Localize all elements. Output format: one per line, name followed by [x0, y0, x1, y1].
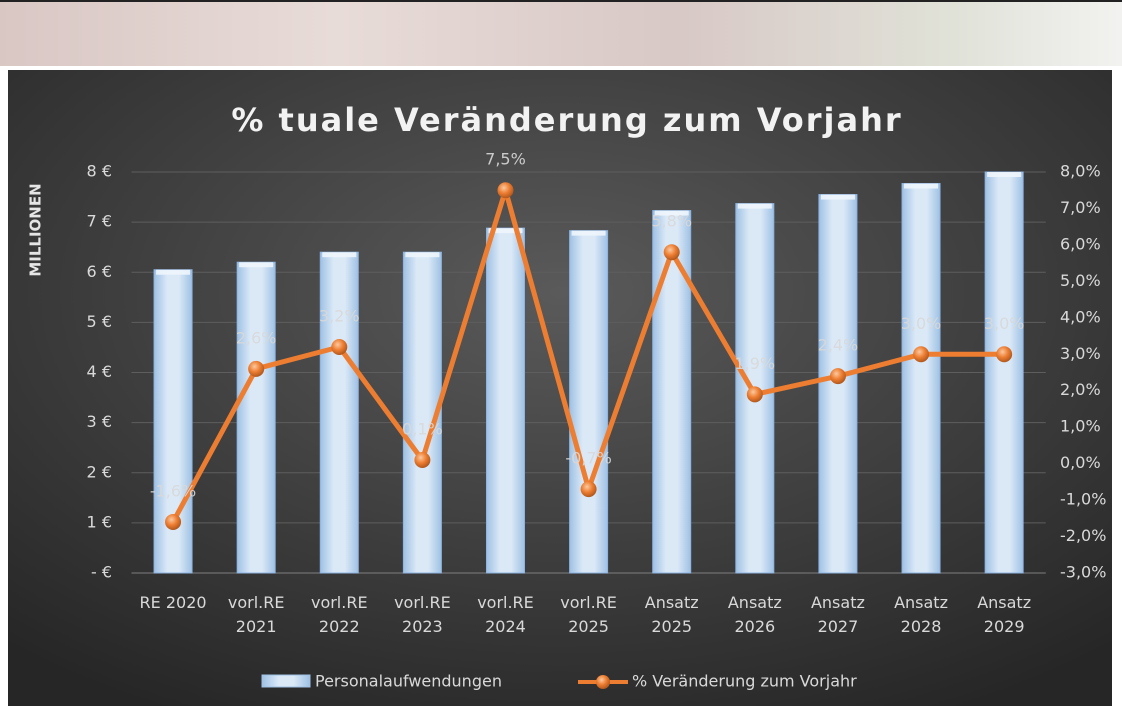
- bar: [569, 230, 609, 574]
- y2-tick-label: 6,0%: [1060, 234, 1101, 253]
- bar: [984, 171, 1024, 574]
- y-tick-label: 7 €: [87, 212, 112, 231]
- bar-cap: [987, 172, 1022, 177]
- y-tick-label: 8 €: [87, 162, 112, 181]
- bar-cap: [654, 210, 689, 216]
- bar: [652, 210, 692, 574]
- y2-tick-label: 2,0%: [1060, 380, 1101, 399]
- bar-cap: [239, 262, 274, 268]
- chart-title: % tuale Veränderung zum Vorjahr: [231, 101, 902, 139]
- y-tick-label: 1 €: [87, 512, 112, 531]
- bar: [236, 261, 276, 574]
- x-tick-label: Ansatz 2027: [810, 593, 865, 636]
- data-label: 3,0%: [901, 314, 942, 333]
- y2-tick-label: 8,0%: [1060, 162, 1101, 181]
- x-tick-label: vorl.RE 2022: [310, 593, 368, 636]
- marker: [331, 338, 348, 355]
- y-tick-label: 4 €: [87, 362, 112, 381]
- marker: [663, 244, 680, 261]
- y-tick-label: 6 €: [87, 262, 112, 281]
- marker: [414, 451, 431, 468]
- bar-cap: [904, 183, 939, 189]
- y2-tick-label: -1,0%: [1060, 490, 1106, 509]
- bar-cap: [405, 252, 440, 258]
- bar: [319, 251, 359, 574]
- legend: Personalaufwendungen % Veränderung zum V…: [261, 672, 857, 691]
- x-tick-label: Ansatz 2029: [977, 593, 1032, 636]
- bar: [901, 183, 941, 574]
- bar-cap: [488, 228, 523, 234]
- y2-tick-label: -2,0%: [1060, 526, 1106, 545]
- data-label: 0,1%: [402, 419, 443, 438]
- data-label: 7,5%: [485, 150, 526, 169]
- y2-tick-label: 3,0%: [1060, 344, 1101, 363]
- header-photo: [0, 2, 1122, 66]
- legend-bar-swatch: [261, 674, 311, 688]
- x-tick-label: vorl.RE 2023: [394, 593, 451, 636]
- marker: [913, 346, 930, 363]
- y2-tick-label: 5,0%: [1060, 271, 1101, 290]
- data-label: 2,6%: [236, 328, 277, 347]
- data-label: 1,9%: [734, 354, 775, 373]
- x-tick-label: Ansatz 2028: [894, 593, 948, 636]
- top-border: [0, 0, 1122, 2]
- y2-tick-label: 0,0%: [1060, 453, 1101, 472]
- data-label: 3,0%: [984, 314, 1025, 333]
- x-tick-label: vorl.RE 2021: [227, 593, 285, 636]
- marker: [248, 360, 265, 377]
- marker: [580, 481, 597, 498]
- y-tick-label: 2 €: [87, 462, 112, 481]
- y-tick-label: - €: [91, 563, 112, 582]
- bar-cap: [737, 203, 772, 209]
- y2-tick-label: 1,0%: [1060, 417, 1101, 436]
- marker: [497, 182, 514, 199]
- y-tick-label: 3 €: [87, 412, 112, 431]
- marker: [165, 513, 182, 530]
- data-label: 2,4%: [818, 336, 859, 355]
- marker: [746, 386, 763, 403]
- x-tick-label: RE 2020: [139, 593, 207, 612]
- x-tick-label: vorl.RE 2024: [477, 593, 534, 636]
- x-tick-label: vorl.RE 2025: [560, 593, 617, 636]
- bar: [485, 227, 525, 574]
- bar-cap: [156, 269, 191, 275]
- data-label: -1,6%: [150, 481, 196, 500]
- bar: [153, 269, 193, 574]
- marker: [996, 346, 1013, 363]
- data-label: 5,8%: [651, 212, 692, 231]
- y-axis-title: MILLIONEN: [27, 183, 45, 276]
- marker: [829, 368, 846, 385]
- bar-cap: [322, 252, 357, 258]
- legend-marker: [596, 675, 610, 689]
- legend-label: Personalaufwendungen: [315, 672, 502, 691]
- y2-tick-label: 4,0%: [1060, 307, 1101, 326]
- x-tick-label: Ansatz 2026: [727, 593, 782, 636]
- x-tick-label: Ansatz 2025: [644, 593, 699, 636]
- y2-tick-label: 7,0%: [1060, 198, 1101, 217]
- bar-cap: [571, 230, 606, 236]
- legend-label: % Veränderung zum Vorjahr: [632, 672, 857, 691]
- bar-cap: [820, 194, 855, 200]
- y2-tick-label: -3,0%: [1060, 563, 1106, 582]
- data-label: 3,2%: [319, 306, 360, 325]
- data-label: -0,7%: [565, 449, 611, 468]
- y-tick-label: 5 €: [87, 312, 112, 331]
